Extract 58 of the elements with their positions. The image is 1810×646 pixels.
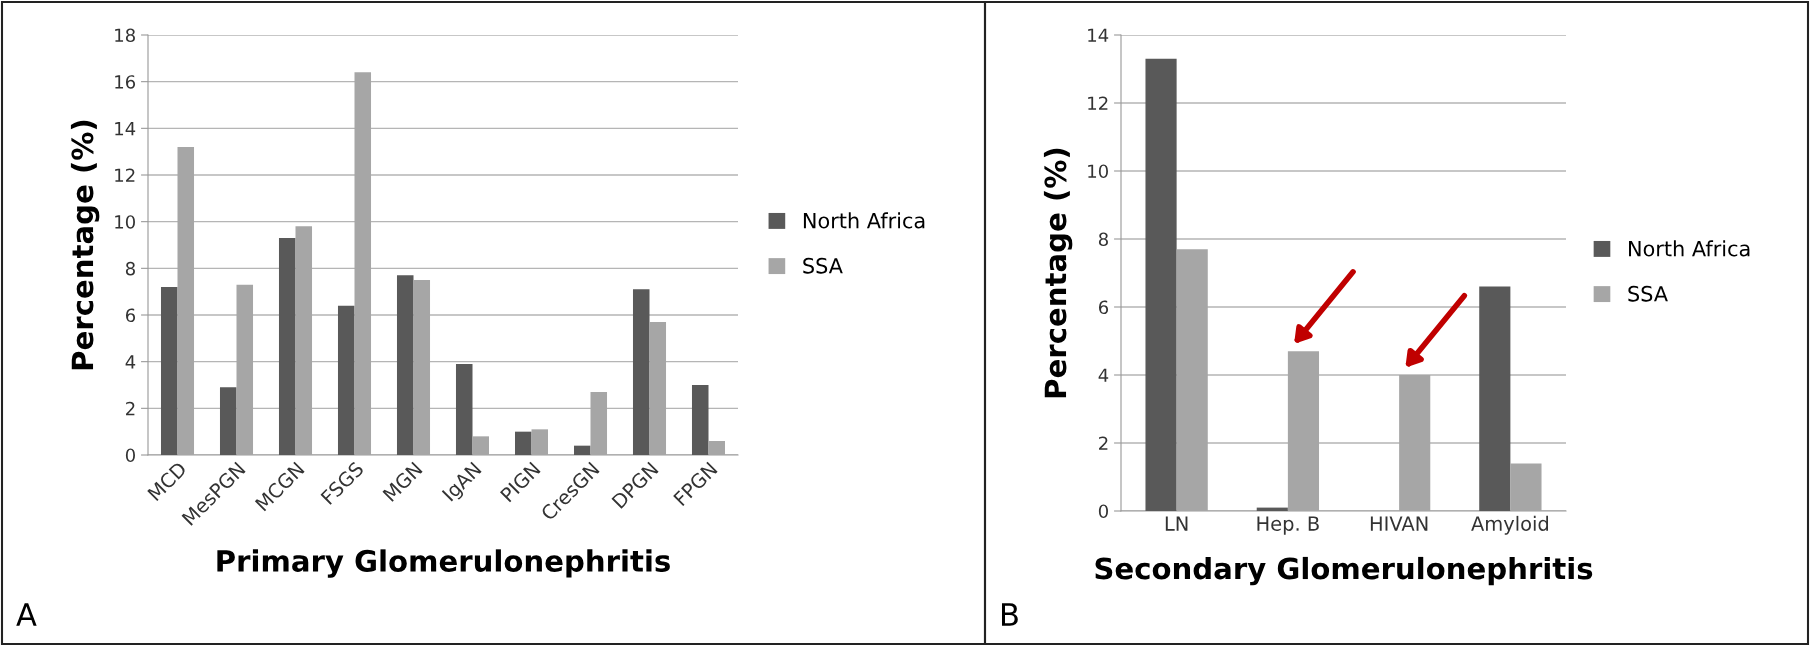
legend-label: SSA bbox=[1628, 285, 1668, 302]
x-tick-label: Amyloid bbox=[1471, 515, 1548, 535]
bar bbox=[708, 441, 726, 455]
bar bbox=[396, 275, 414, 455]
y-tick-label: 4 bbox=[125, 355, 136, 369]
bar bbox=[1399, 375, 1431, 511]
bar bbox=[278, 238, 296, 455]
bar bbox=[354, 72, 372, 455]
bar bbox=[1287, 351, 1320, 511]
y-tick-label: 6 bbox=[125, 308, 136, 323]
y-tick-label: 12 bbox=[115, 168, 135, 182]
bar bbox=[1510, 463, 1542, 511]
bar bbox=[531, 429, 549, 455]
bar bbox=[219, 387, 237, 455]
bar bbox=[177, 147, 195, 455]
y-tick-label: 6 bbox=[1098, 300, 1109, 315]
y-tick-label: 14 bbox=[1088, 28, 1109, 42]
bar bbox=[649, 322, 667, 455]
text: A bbox=[16, 603, 37, 626]
y-tick-label: 18 bbox=[115, 28, 135, 43]
text: B bbox=[1002, 603, 1018, 626]
y-axis-title: Percentage (%) bbox=[1043, 148, 1073, 398]
y-tick-label: 0 bbox=[125, 448, 135, 463]
y-tick-label: 4 bbox=[1098, 368, 1109, 382]
x-tick-label: HIVAN bbox=[1370, 516, 1428, 531]
bar bbox=[472, 436, 490, 455]
bar bbox=[295, 226, 313, 455]
y-tick-label: 2 bbox=[1099, 436, 1108, 450]
legend-label: North Africa bbox=[1629, 240, 1750, 257]
legend-label: SSA bbox=[803, 257, 843, 274]
bar bbox=[573, 445, 591, 455]
y-tick-label: 10 bbox=[115, 215, 135, 229]
y-tick-label: 10 bbox=[1088, 164, 1108, 179]
bar bbox=[413, 280, 431, 455]
legend-label: North Africa bbox=[803, 212, 925, 229]
bar bbox=[590, 392, 608, 455]
y-tick-label: 8 bbox=[125, 261, 135, 276]
y-tick-label: 16 bbox=[115, 75, 136, 89]
bar bbox=[1479, 286, 1511, 511]
y-tick-label: 2 bbox=[126, 401, 135, 416]
bar bbox=[1176, 249, 1208, 511]
bar bbox=[514, 431, 532, 455]
bar bbox=[160, 287, 178, 455]
bar bbox=[455, 364, 473, 455]
y-tick-label: 14 bbox=[115, 122, 136, 136]
x-tick-label: LN bbox=[1165, 516, 1188, 531]
bar bbox=[236, 284, 254, 455]
bar bbox=[691, 385, 709, 455]
bar bbox=[1145, 58, 1177, 511]
y-axis-title: Percentage (%) bbox=[70, 120, 100, 370]
x-axis-title: Primary Glomerulonephritis bbox=[217, 549, 670, 578]
y-tick-label: 12 bbox=[1088, 96, 1108, 110]
bar bbox=[337, 305, 355, 455]
y-tick-label: 0 bbox=[1098, 504, 1108, 519]
y-tick-label: 8 bbox=[1098, 232, 1108, 247]
x-tick-label: Hep. B bbox=[1257, 516, 1319, 535]
bar bbox=[632, 289, 650, 455]
x-axis-title: Secondary Glomerulonephritis bbox=[1095, 556, 1593, 586]
